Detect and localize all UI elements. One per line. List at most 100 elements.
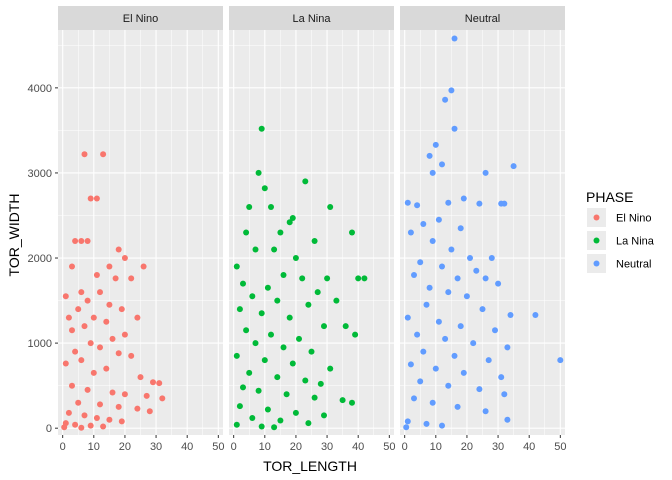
data-point <box>417 378 424 385</box>
data-point <box>498 374 505 381</box>
data-point <box>327 365 334 372</box>
data-point <box>81 412 88 419</box>
x-tick-label: 0 <box>402 441 408 453</box>
data-point <box>501 200 508 207</box>
data-point <box>302 377 309 384</box>
data-point <box>454 403 461 410</box>
data-point <box>414 202 421 209</box>
data-point <box>311 394 318 401</box>
data-point <box>93 415 100 421</box>
data-point <box>128 352 135 359</box>
data-point <box>457 225 464 232</box>
data-point <box>488 255 495 261</box>
data-point <box>268 204 274 210</box>
data-point <box>299 275 306 282</box>
data-point <box>103 365 110 372</box>
legend-swatch <box>593 237 600 244</box>
data-point <box>97 401 103 408</box>
x-tick-label: 20 <box>461 441 473 453</box>
data-point <box>317 380 324 387</box>
data-point <box>258 310 265 317</box>
data-point <box>112 275 119 282</box>
data-point <box>510 163 517 170</box>
data-point <box>233 352 240 359</box>
data-point <box>62 360 69 367</box>
data-point <box>109 389 116 396</box>
data-point <box>286 314 293 321</box>
data-point <box>93 195 100 202</box>
data-point <box>72 238 79 244</box>
data-point <box>321 323 327 330</box>
data-point <box>78 424 85 431</box>
data-point <box>451 35 458 42</box>
data-point <box>78 357 85 364</box>
data-point <box>75 399 82 406</box>
data-point <box>445 199 452 206</box>
data-point <box>333 297 340 304</box>
data-point <box>72 421 79 428</box>
data-point <box>87 422 94 429</box>
data-point <box>121 255 128 261</box>
data-point <box>423 301 430 308</box>
data-points <box>61 151 166 431</box>
data-point <box>277 417 284 424</box>
data-point <box>476 386 483 393</box>
data-point <box>258 125 265 132</box>
y-tick-label: 4000 <box>28 83 52 95</box>
data-point <box>308 348 315 355</box>
data-point <box>65 409 72 416</box>
data-point <box>467 255 473 261</box>
data-point <box>249 293 256 300</box>
data-point <box>355 275 362 282</box>
data-point <box>286 219 293 226</box>
data-point <box>62 293 69 300</box>
data-point <box>305 301 312 308</box>
x-tick-label: 40 <box>352 441 364 453</box>
data-point <box>106 301 113 308</box>
data-point <box>115 246 122 253</box>
data-point <box>271 424 278 431</box>
data-point <box>268 331 274 338</box>
data-points <box>233 125 368 431</box>
data-point <box>255 169 262 176</box>
data-point <box>261 357 268 364</box>
data-point <box>137 374 144 381</box>
data-point <box>134 405 141 412</box>
facet-panels: El Nino La Nina Neutral <box>58 6 565 435</box>
data-point <box>426 152 433 159</box>
data-point <box>69 327 75 334</box>
data-point <box>128 275 135 282</box>
x-tick-label: 30 <box>321 441 333 453</box>
data-point <box>252 340 259 347</box>
data-point <box>407 229 414 236</box>
x-tick-label: 50 <box>212 441 224 453</box>
x-tick-label: 40 <box>181 441 193 453</box>
x-tick-label: 30 <box>150 441 162 453</box>
data-point <box>349 399 355 406</box>
data-point <box>482 408 489 415</box>
legend-entry: Neutral <box>587 254 651 273</box>
data-point <box>103 318 110 325</box>
data-point <box>432 141 439 148</box>
data-point <box>411 395 417 402</box>
data-point <box>81 323 88 330</box>
data-point <box>349 229 355 236</box>
data-point <box>274 374 281 381</box>
data-point <box>414 331 421 338</box>
data-point <box>75 306 82 313</box>
facet-panel: Neutral <box>400 6 565 435</box>
data-point <box>403 424 410 431</box>
data-point <box>264 284 271 291</box>
data-point <box>448 246 455 253</box>
data-point <box>426 284 433 291</box>
data-point <box>134 314 141 321</box>
y-tick-label: 3000 <box>28 168 52 180</box>
data-point <box>442 335 449 342</box>
data-point <box>61 424 68 431</box>
data-point <box>93 272 100 278</box>
data-point <box>69 382 75 389</box>
data-point <box>492 327 498 334</box>
data-point <box>121 331 128 338</box>
data-point <box>504 344 511 351</box>
